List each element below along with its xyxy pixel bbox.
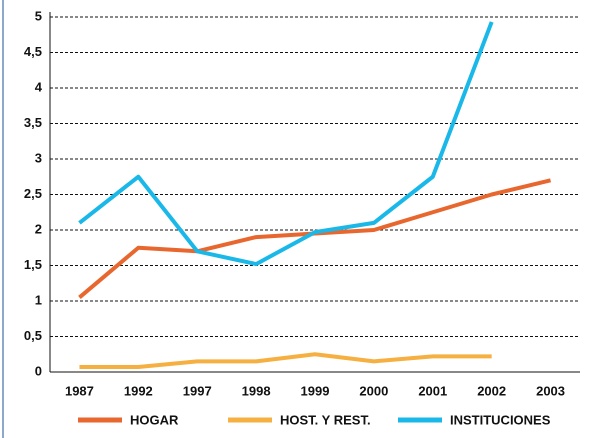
series-line: [78, 178, 552, 299]
series-line: [79, 352, 492, 370]
legend-label: INSTITUCIONES: [450, 412, 551, 427]
y-tick-label: 1: [35, 292, 42, 307]
x-tick-label: 2001: [418, 383, 447, 398]
x-tick-label: 2003: [536, 383, 565, 398]
y-tick-label: 4: [35, 79, 43, 94]
y-tick-label: 3: [35, 150, 42, 165]
legend-label: HOST. Y REST.: [280, 412, 371, 427]
y-tick-label: 2: [35, 221, 42, 236]
x-tick-label: 2000: [359, 383, 388, 398]
y-tick-label: 4,5: [24, 44, 42, 59]
x-tick-label: 1987: [65, 383, 94, 398]
y-tick-label: 3,5: [24, 115, 42, 130]
y-tick-label: 1,5: [24, 257, 42, 272]
x-tick-label: 1998: [242, 383, 271, 398]
x-tick-label: 2002: [477, 383, 506, 398]
y-tick-label: 0,5: [24, 328, 42, 343]
y-tick-label: 2,5: [24, 186, 42, 201]
x-tick-label: 1997: [183, 383, 212, 398]
x-tick-label: 1999: [301, 383, 330, 398]
series-line: [78, 21, 494, 267]
x-tick-label: 1992: [124, 383, 153, 398]
y-tick-label: 0: [35, 363, 42, 378]
legend-label: HOGAR: [130, 412, 179, 427]
y-tick-label: 5: [35, 8, 42, 23]
